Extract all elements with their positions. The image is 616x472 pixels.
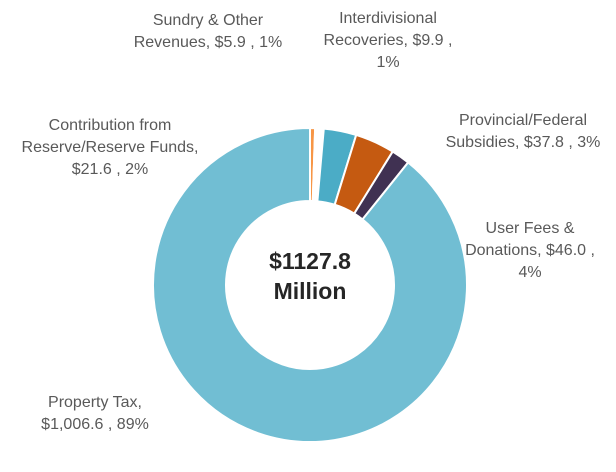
data-label: User Fees & Donations, $46.0 , 4% [465,220,595,281]
data-label: Sundry & Other Revenues, $5.9 , 1% [133,12,283,51]
center-total: $1127.8 [269,248,351,274]
center-label: $1127.8 Million [230,246,390,306]
center-unit: Million [273,278,347,304]
data-label: Contribution from Reserve/Reserve Funds,… [21,117,199,178]
data-label: Property Tax, $1,006.6 , 89% [41,394,149,433]
data-label: Interdivisional Recoveries, $9.9 , 1% [323,10,453,71]
data-label: Provincial/Federal Subsidies, $37.8 , 3% [445,112,601,151]
donut-segment [152,126,468,443]
